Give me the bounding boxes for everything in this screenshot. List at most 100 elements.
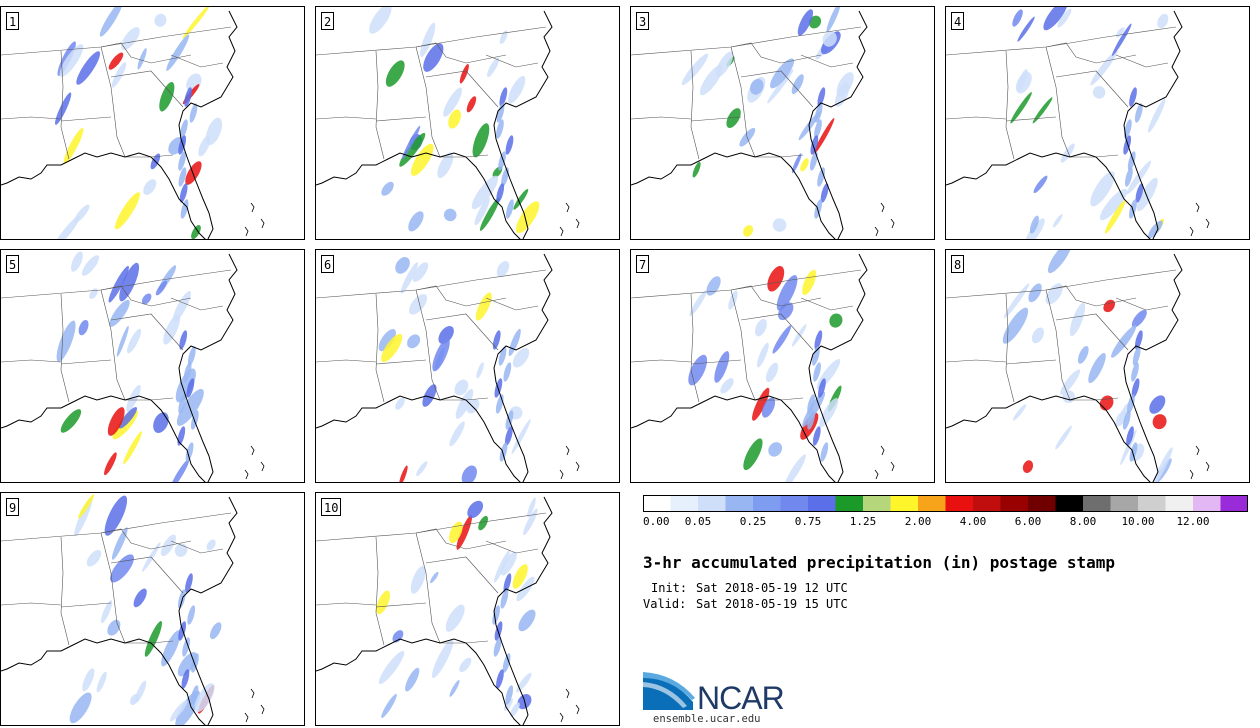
precip-cell <box>179 119 188 139</box>
member-number: 8 <box>951 255 965 273</box>
precip-cell <box>178 135 187 155</box>
precip-cell <box>185 161 202 185</box>
precip-cell <box>1152 447 1173 482</box>
precip-cell <box>123 431 143 465</box>
plot-title: 3-hr accumulated precipitation (in) post… <box>643 553 1116 572</box>
member-number: 9 <box>6 498 20 516</box>
precip-cell <box>76 51 101 85</box>
precip-cell <box>1111 325 1137 358</box>
state-border <box>1 116 62 120</box>
precip-cell <box>175 368 196 403</box>
precip-cell <box>395 257 410 274</box>
precip-cell <box>183 362 192 382</box>
colorbar-swatch <box>643 495 671 512</box>
precip-cell <box>381 181 394 196</box>
state-border <box>800 297 854 311</box>
precip-cell <box>449 680 460 697</box>
precip-cell <box>800 158 809 172</box>
member-number: 6 <box>321 255 335 273</box>
precip-cell <box>187 346 196 366</box>
precip-cell <box>767 265 785 292</box>
precip-cell <box>410 565 426 594</box>
precip-cell <box>706 276 721 296</box>
colorbar-swatch <box>698 495 726 512</box>
precip-cell <box>797 9 814 36</box>
precip-map <box>316 496 580 725</box>
precip-cell <box>416 461 428 476</box>
precip-cell <box>807 410 816 430</box>
precip-cell <box>459 657 472 673</box>
state-border <box>316 116 377 120</box>
precip-cell <box>500 551 517 576</box>
island-outline <box>575 461 580 472</box>
precip-cell <box>449 521 463 544</box>
state-border <box>316 602 377 606</box>
precip-cell <box>1126 426 1134 446</box>
precip-cell <box>829 313 843 328</box>
precip-cell <box>487 57 500 77</box>
state-border <box>60 116 112 122</box>
precip-cell <box>180 199 189 219</box>
colorbar-swatch <box>863 495 891 512</box>
state-border <box>485 297 539 311</box>
precip-map <box>1 7 265 239</box>
precip-cell <box>174 543 188 557</box>
member-panel-1: 1 <box>0 6 305 240</box>
state-border <box>415 289 441 401</box>
precip-cell <box>496 119 504 139</box>
precip-cell <box>182 637 190 657</box>
precip-cell <box>1060 143 1075 163</box>
state-border <box>375 536 385 646</box>
state-border <box>110 313 184 351</box>
island-outline <box>250 688 255 699</box>
state-border <box>1 512 232 542</box>
precip-cell <box>1127 151 1136 171</box>
member-panel-9: 9 <box>0 492 305 726</box>
state-border <box>631 269 862 299</box>
member-number: 3 <box>636 12 650 30</box>
precip-cell <box>808 15 822 29</box>
precip-cell <box>194 683 215 713</box>
precip-cell <box>1124 167 1133 187</box>
precip-cell <box>184 87 193 107</box>
precip-cell <box>1129 87 1137 107</box>
precip-cell <box>817 167 825 187</box>
colorbar-swatch <box>835 495 864 512</box>
precip-cell <box>498 151 506 171</box>
precip-cell <box>189 103 198 123</box>
precip-cell <box>492 330 501 350</box>
member-number: 2 <box>321 12 335 30</box>
colorbar-tick-label: 0.00 <box>643 515 670 528</box>
precip-cell <box>1022 460 1034 473</box>
precip-cell <box>474 197 490 226</box>
precip-cell <box>96 671 107 693</box>
precip-cell <box>1134 330 1143 350</box>
precip-cell <box>518 609 536 632</box>
precip-cell <box>107 407 125 436</box>
precip-cell <box>743 438 763 471</box>
precip-map <box>631 253 895 482</box>
precip-cell <box>501 167 509 187</box>
precip-cell <box>381 693 397 719</box>
island-outline <box>250 445 255 456</box>
precip-cell <box>69 692 92 724</box>
state-border <box>170 297 224 311</box>
precip-cell <box>100 600 113 624</box>
precip-cell <box>176 388 204 426</box>
colorbar-swatch <box>670 495 699 512</box>
precip-cell <box>443 208 457 222</box>
state-border <box>110 556 184 594</box>
precip-cell <box>378 650 405 685</box>
precip-cell <box>63 127 84 164</box>
state-border <box>631 116 692 120</box>
precip-cell <box>499 30 508 45</box>
colorbar-swatch <box>1028 495 1056 512</box>
state-border <box>485 54 539 68</box>
precip-cell <box>1002 307 1029 344</box>
state-border <box>740 70 814 108</box>
valid-label: Valid: <box>643 597 687 611</box>
precip-cell <box>166 34 190 71</box>
precip-cell <box>1149 395 1166 414</box>
state-border <box>1 269 232 299</box>
island-outline <box>1195 445 1200 456</box>
